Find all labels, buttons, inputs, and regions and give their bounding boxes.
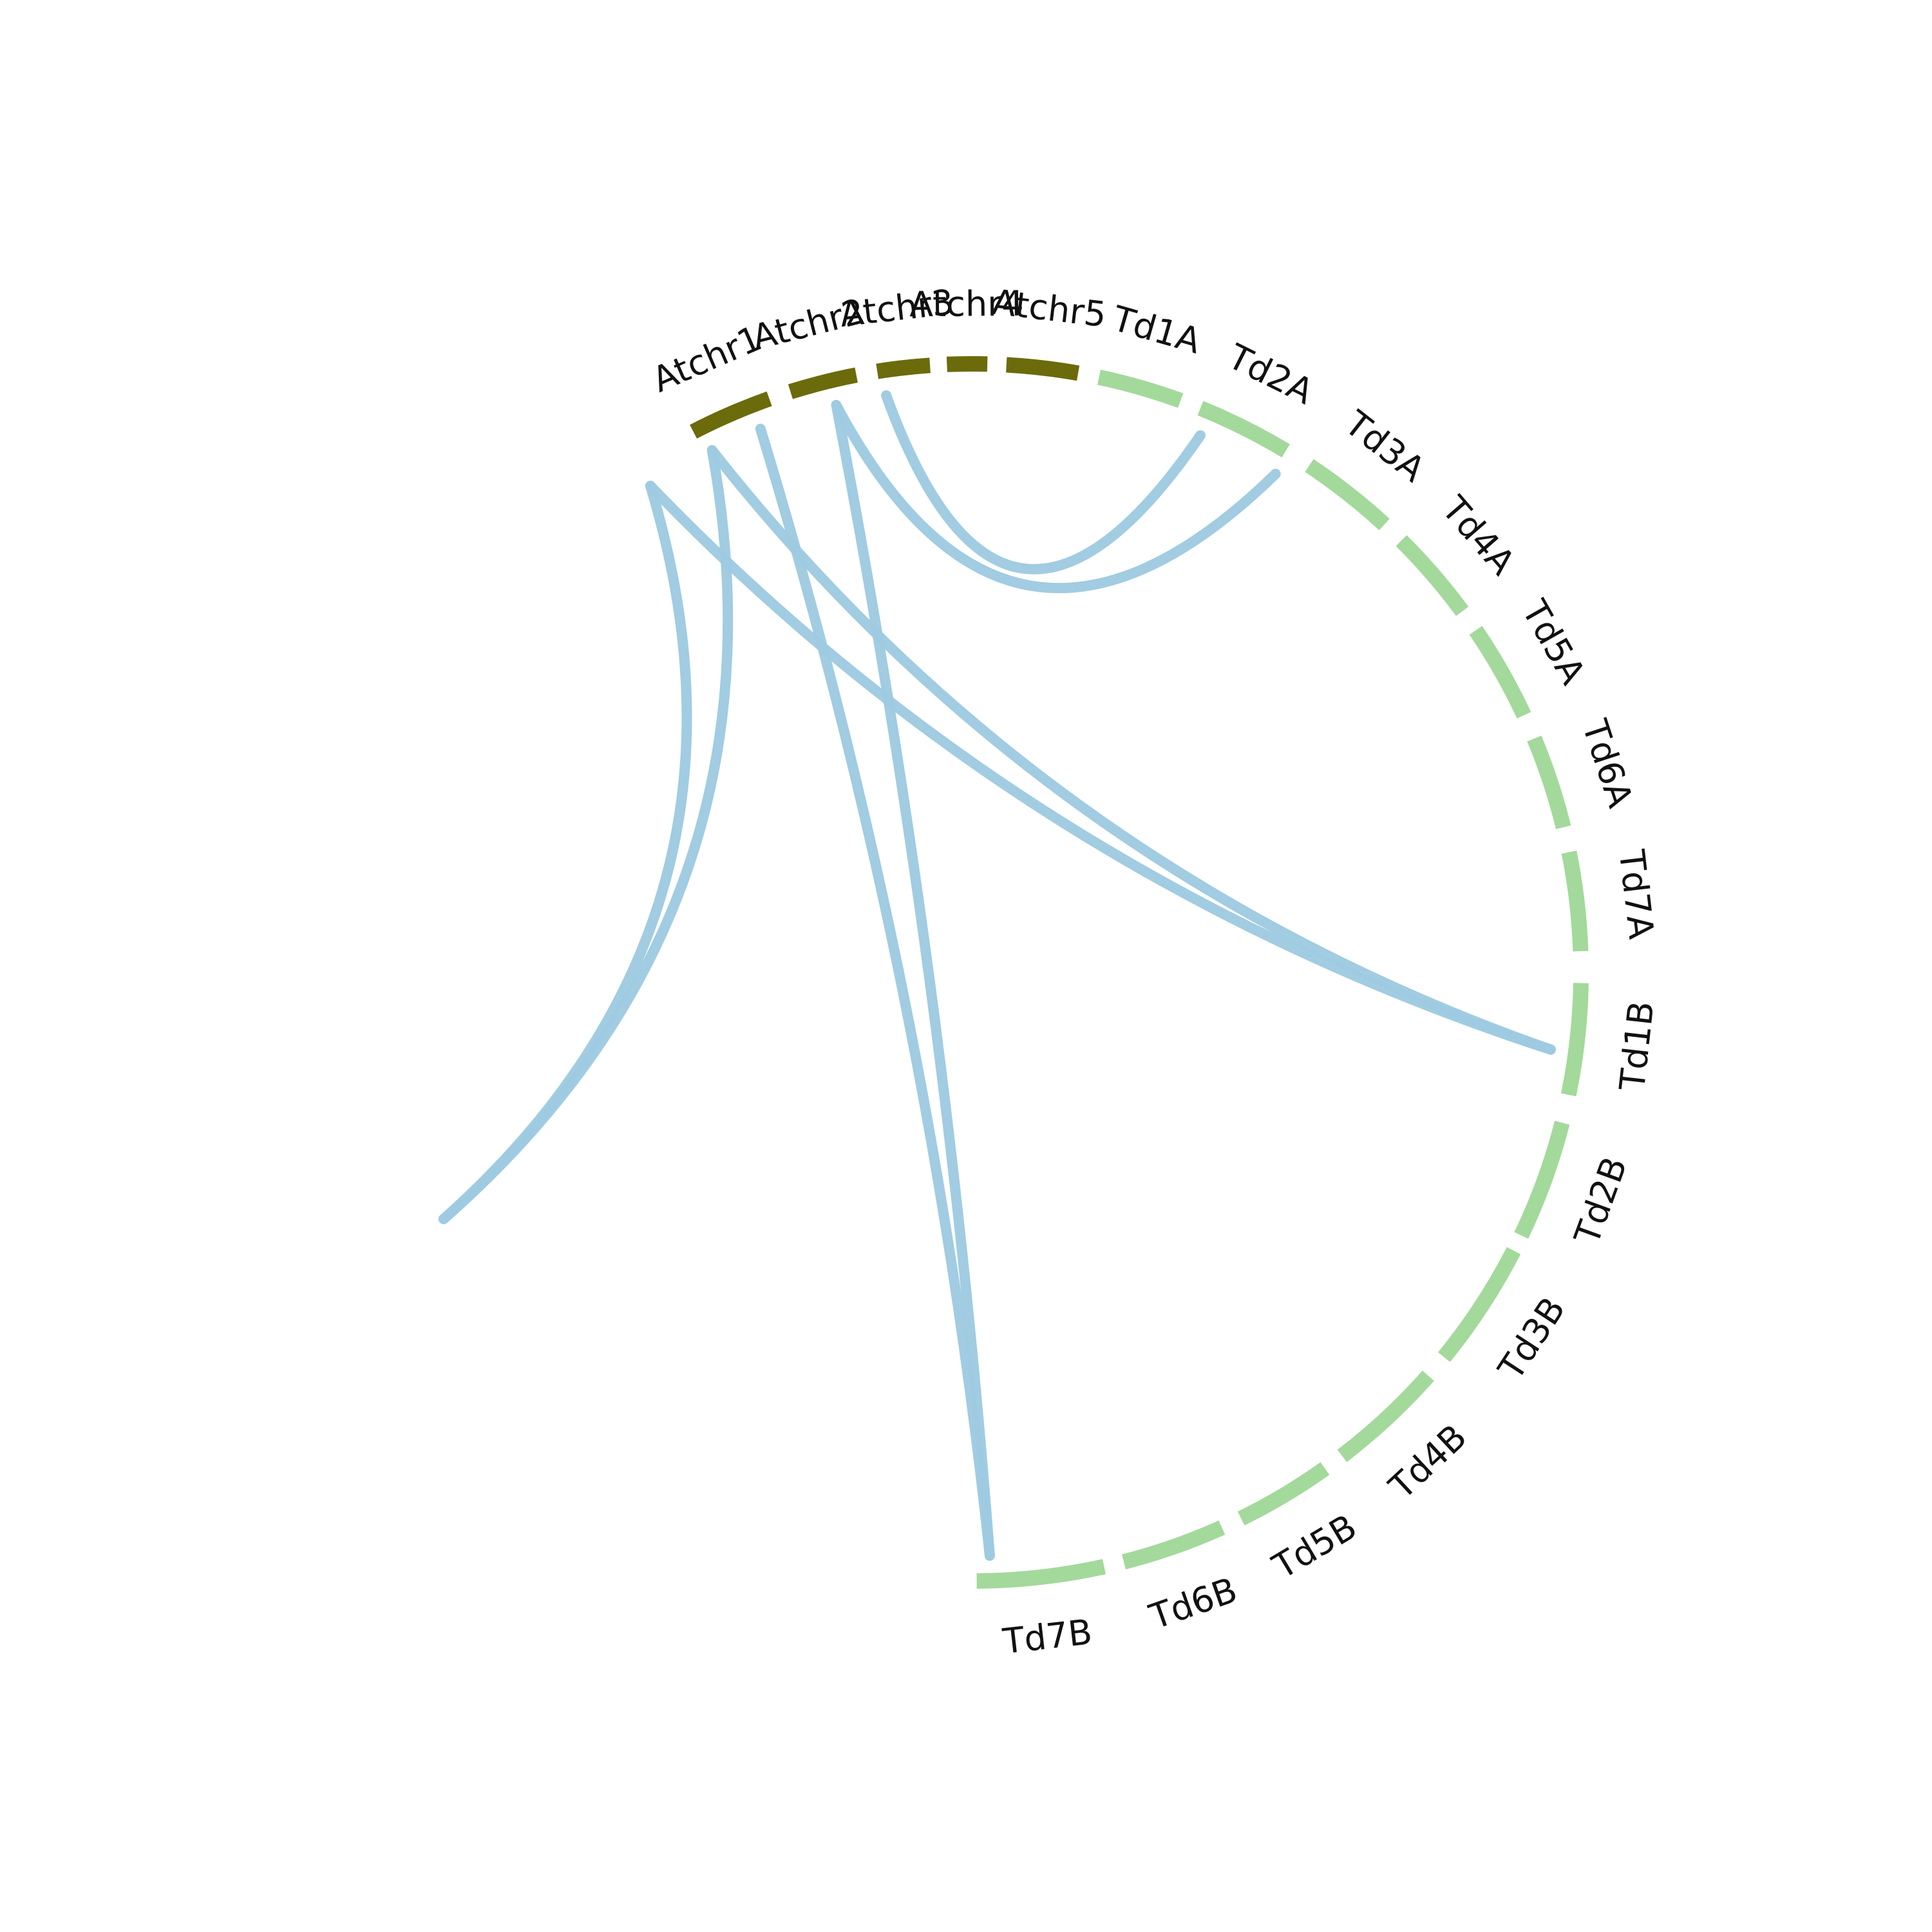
- link-Atchr3-Td2B: [755, 423, 995, 1561]
- label-Td6B: Td6B: [1144, 1569, 1242, 1638]
- label-Td2B: Td2B: [1566, 1151, 1635, 1250]
- segment-Td3B: [1438, 1247, 1521, 1362]
- segment-Td5B: [1237, 1462, 1330, 1526]
- label-Td7B: Td7B: [1000, 1611, 1094, 1662]
- label-Atchr4: Atchr4: [909, 283, 1024, 325]
- label-Td3B: Td3B: [1490, 1290, 1573, 1387]
- segment-Atchr5: [1006, 357, 1080, 381]
- segment-Td4B: [1337, 1370, 1434, 1463]
- label-Td1A: Td1A: [1108, 298, 1206, 362]
- segment-Td4A: [1396, 535, 1469, 616]
- label-Td2A: Td2A: [1221, 336, 1320, 413]
- link-Atchr1-Td5B: [438, 480, 692, 1224]
- chromosome-ring: [690, 356, 1589, 1589]
- link-Atchr2-Td5B: [438, 445, 734, 1224]
- segment-Atchr3: [876, 357, 931, 379]
- segment-Td7A: [1561, 850, 1589, 952]
- label-Atchr5: Atchr5: [990, 281, 1108, 335]
- label-Td7A: Td7A: [1611, 847, 1662, 941]
- label-Td4A: Td4A: [1434, 488, 1523, 583]
- link-Atchr4-Td3A: [831, 400, 1281, 594]
- synteny-links: [438, 390, 1556, 1561]
- label-Td1B: Td1B: [1612, 999, 1662, 1094]
- segment-Td1B: [1560, 983, 1589, 1097]
- segment-Td2B: [1514, 1121, 1570, 1239]
- segment-Td7B: [976, 1558, 1106, 1589]
- segment-Atchr4: [946, 356, 988, 372]
- label-Td5A: Td5A: [1513, 593, 1593, 692]
- segment-Td6A: [1527, 735, 1571, 829]
- link-Atchr1-Td5A: [645, 480, 1556, 1055]
- segment-Td6B: [1122, 1520, 1226, 1569]
- label-Td3A: Td3A: [1337, 402, 1433, 490]
- link-Atchr2-Td5A: [706, 445, 1556, 1055]
- segment-Td2A: [1197, 401, 1290, 458]
- label-Td5B: Td5B: [1265, 1506, 1363, 1587]
- label-Td6A: Td6A: [1574, 714, 1640, 812]
- segment-Td5A: [1469, 626, 1531, 719]
- label-Td4B: Td4B: [1381, 1417, 1474, 1508]
- segment-Td3A: [1305, 459, 1390, 531]
- segment-Td1A: [1097, 369, 1184, 408]
- segment-Atchr1: [690, 391, 772, 439]
- link-Atchr5-Td2A: [881, 390, 1206, 574]
- segment-Atchr2: [788, 367, 858, 399]
- label-Atchr1: Atchr1: [647, 317, 768, 400]
- link-Atchr4-Td2B: [831, 400, 995, 1561]
